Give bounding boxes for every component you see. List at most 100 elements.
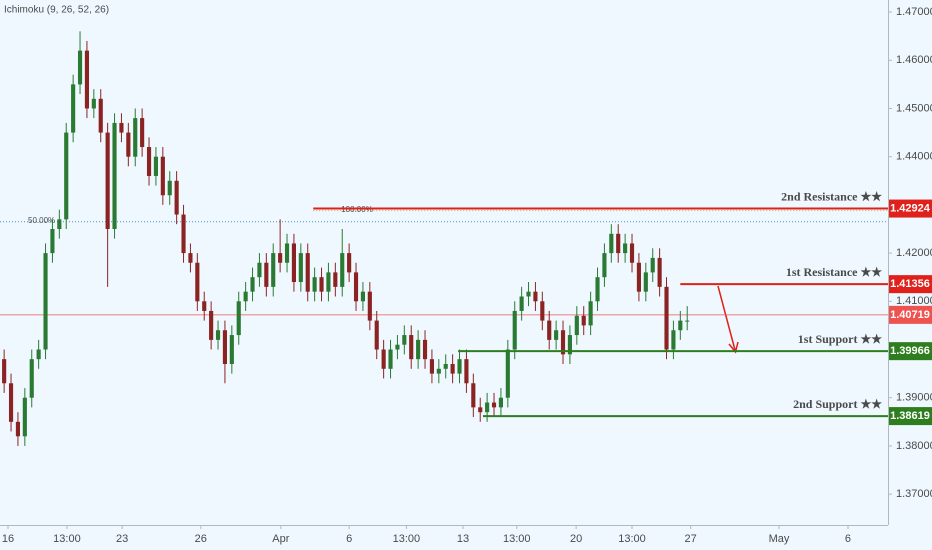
y-tick-label: 1.39000: [896, 392, 932, 404]
candle-body: [685, 320, 690, 322]
candle-body: [140, 118, 145, 148]
candle-body: [574, 315, 579, 336]
x-tick-label: 13:00: [393, 533, 421, 545]
candle-body: [457, 359, 462, 374]
candle-body: [360, 291, 365, 302]
level-label: 2nd Support ★★: [793, 397, 882, 411]
candle-body: [2, 359, 7, 384]
fib-label: 50.00%: [28, 216, 55, 225]
candle-body: [498, 397, 503, 408]
candle-body: [505, 349, 510, 398]
candle-body: [229, 335, 234, 364]
candle-body: [181, 214, 186, 254]
candle-body: [443, 363, 448, 369]
candle-body: [71, 84, 76, 133]
candle-body: [250, 277, 255, 292]
candle-body: [436, 368, 441, 374]
level-price: 1.42924: [890, 202, 931, 214]
candle-body: [195, 262, 200, 302]
candle-body: [540, 301, 545, 321]
candle-body: [560, 330, 566, 355]
candle-body: [512, 310, 517, 350]
candle-body: [153, 156, 159, 176]
x-tick-label: 13:00: [503, 533, 531, 545]
candle-body: [340, 253, 345, 287]
candle-body: [305, 253, 310, 292]
candle-body: [464, 359, 469, 384]
level-price-box: [889, 275, 932, 294]
level-price: 1.38619: [890, 410, 930, 422]
candle-body: [91, 98, 96, 109]
candle-body: [264, 262, 269, 287]
indicator-label: Ichimoku (9, 26, 52, 26): [4, 5, 109, 16]
candle-body: [643, 272, 648, 292]
candle-body: [209, 310, 214, 340]
candle-body: [174, 180, 179, 215]
candle-body: [471, 383, 476, 408]
candle-body: [112, 122, 117, 229]
candle-body: [485, 402, 490, 413]
candle-body: [388, 349, 393, 369]
candle-body: [105, 132, 110, 229]
candle-body: [636, 262, 641, 292]
candle-body: [312, 277, 317, 292]
candle-body: [416, 339, 421, 360]
x-tick-label: 20: [570, 533, 582, 545]
y-tick-label: 1.42000: [896, 247, 932, 259]
candle-body: [271, 253, 276, 287]
candle-body: [664, 286, 669, 350]
candle-body: [284, 243, 290, 263]
candle-body: [298, 253, 303, 283]
candle-body: [202, 301, 207, 311]
arrow-shaft: [717, 285, 736, 351]
candle-body: [623, 243, 628, 254]
candle-body: [257, 262, 262, 278]
candle-body: [43, 253, 48, 350]
candle-body: [554, 330, 559, 340]
candle-body: [367, 291, 372, 321]
candle-body: [422, 339, 428, 360]
candle-body: [278, 253, 283, 263]
candle-body: [319, 277, 324, 292]
candle-body: [347, 253, 352, 273]
candle-body: [8, 383, 14, 422]
candle-body: [15, 421, 21, 437]
y-tick-label: 1.46000: [896, 54, 932, 66]
candle-body: [395, 344, 400, 350]
candle-body: [236, 301, 241, 336]
x-tick-label: 26: [195, 533, 207, 545]
candle-body: [57, 219, 62, 229]
candle-body: [98, 98, 103, 133]
level-price-box: [889, 407, 932, 426]
candle-body: [678, 320, 683, 331]
x-tick-label: 13:00: [618, 533, 646, 545]
candle-body: [629, 243, 635, 263]
candle-body: [588, 301, 593, 326]
level-label: 1st Resistance ★★: [786, 265, 882, 279]
candle-body: [581, 315, 586, 326]
x-tick-label: 6: [845, 533, 851, 545]
candle-body: [167, 180, 172, 196]
candle-body: [160, 156, 165, 196]
level-price-box: [889, 199, 932, 218]
candle-body: [478, 407, 483, 413]
level-label: 2nd Resistance ★★: [781, 189, 882, 203]
last-price-label: 1.40719: [890, 309, 930, 321]
y-tick-label: 1.44000: [896, 151, 932, 163]
level-price: 1.39966: [890, 345, 930, 357]
candle-body: [602, 253, 607, 278]
candle-body: [519, 296, 524, 311]
candle-body: [402, 335, 407, 345]
candle-body: [650, 257, 655, 273]
candle-body: [36, 349, 41, 360]
candle-body: [243, 291, 248, 302]
x-tick-label: 23: [116, 533, 128, 545]
candle-body: [547, 320, 552, 340]
candle-body: [133, 118, 138, 157]
candle-body: [146, 147, 152, 176]
candle-body: [29, 359, 34, 398]
candle-body: [533, 291, 538, 302]
candle-body: [429, 359, 434, 374]
